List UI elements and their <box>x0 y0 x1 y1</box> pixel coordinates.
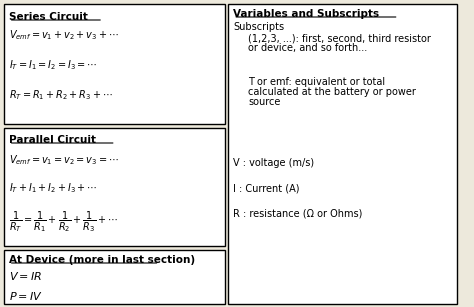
Text: calculated at the battery or power: calculated at the battery or power <box>248 87 416 97</box>
FancyBboxPatch shape <box>228 4 457 304</box>
FancyBboxPatch shape <box>4 128 225 246</box>
Text: T or emf: equivalent or total: T or emf: equivalent or total <box>248 77 385 87</box>
Text: Variables and Subscripts: Variables and Subscripts <box>233 9 380 19</box>
Text: R : resistance (Ω or Ohms): R : resistance (Ω or Ohms) <box>233 208 363 218</box>
Text: Parallel Circuit: Parallel Circuit <box>9 135 96 145</box>
Text: $V_{emf} = v_1 + v_2 + v_3 + \cdots$: $V_{emf} = v_1 + v_2 + v_3 + \cdots$ <box>9 28 118 42</box>
Text: source: source <box>248 97 280 107</box>
Text: $I_T + I_1 + I_2 + I_3 + \cdots$: $I_T + I_1 + I_2 + I_3 + \cdots$ <box>9 181 97 195</box>
Text: $V_{emf} = v_1 = v_2 = v_3 = \cdots$: $V_{emf} = v_1 = v_2 = v_3 = \cdots$ <box>9 153 118 167</box>
Text: V : voltage (m/s): V : voltage (m/s) <box>233 158 314 168</box>
Text: At Device (more in last section): At Device (more in last section) <box>9 255 195 265</box>
Text: Subscripts: Subscripts <box>233 22 284 32</box>
Text: $R_T = R_1 + R_2 + R_3 + \cdots$: $R_T = R_1 + R_2 + R_3 + \cdots$ <box>9 88 113 102</box>
FancyBboxPatch shape <box>4 250 225 304</box>
Text: I : Current (A): I : Current (A) <box>233 183 300 193</box>
Text: $I_T = I_1 = I_2 = I_3 = \cdots$: $I_T = I_1 = I_2 = I_3 = \cdots$ <box>9 58 97 72</box>
Text: (1,2,3, ...): first, second, third resistor: (1,2,3, ...): first, second, third resis… <box>248 33 431 43</box>
Text: $\dfrac{1}{R_T} = \dfrac{1}{R_1} + \dfrac{1}{R_2} + \dfrac{1}{R_3} + \cdots$: $\dfrac{1}{R_T} = \dfrac{1}{R_1} + \dfra… <box>9 209 118 234</box>
FancyBboxPatch shape <box>4 4 225 124</box>
Text: or device, and so forth...: or device, and so forth... <box>248 43 367 53</box>
Text: Series Circuit: Series Circuit <box>9 12 88 22</box>
Text: $V = IR$: $V = IR$ <box>9 270 42 282</box>
Text: $P = IV$: $P = IV$ <box>9 290 43 302</box>
